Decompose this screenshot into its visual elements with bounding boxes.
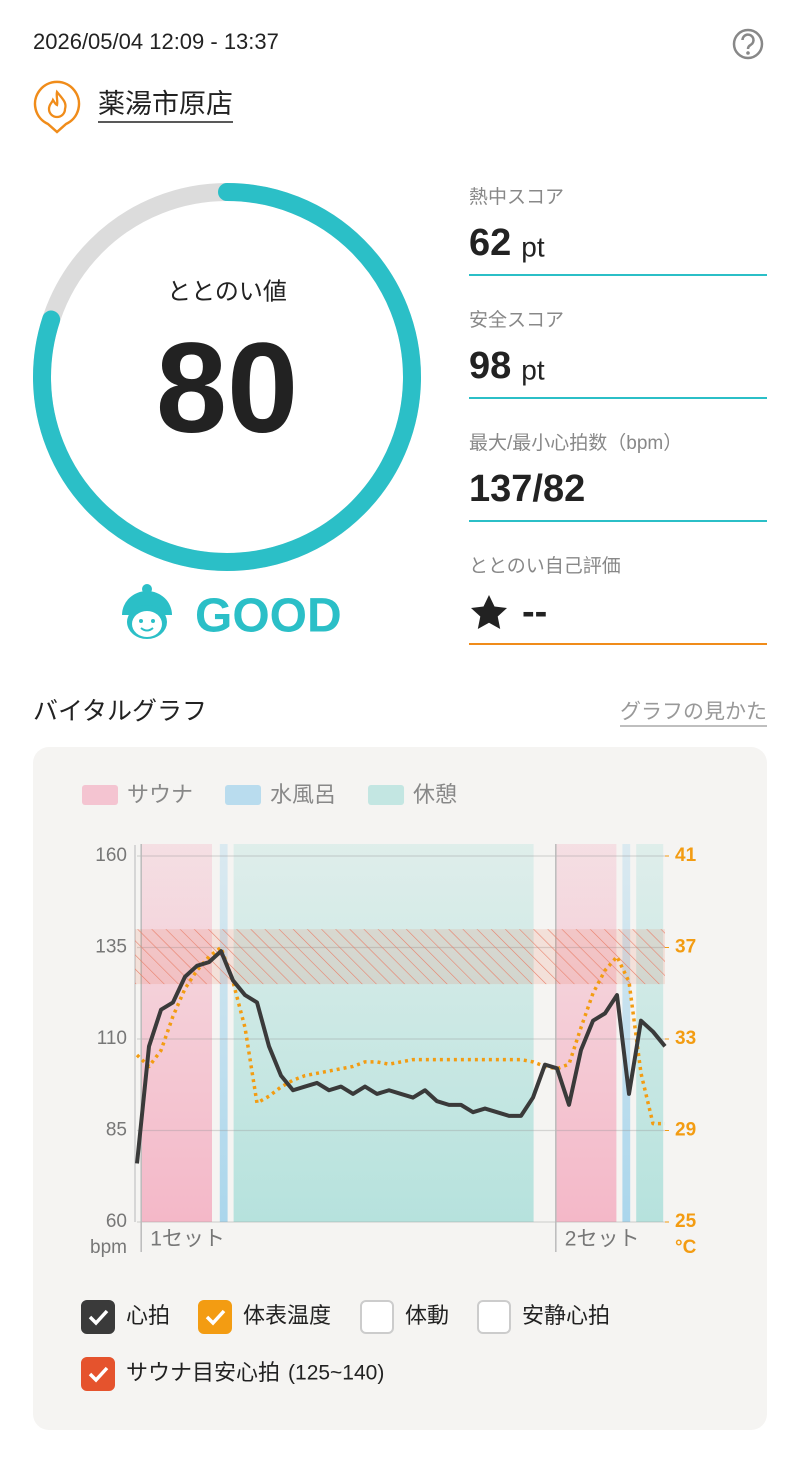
- y-axis-label: bpm: [90, 1237, 127, 1258]
- score-ring: [33, 183, 421, 571]
- y-tick-label: 135: [95, 937, 127, 958]
- y2-tick-label: 41: [675, 845, 697, 866]
- legend-label: 水風呂: [270, 782, 336, 807]
- toggle[interactable]: 心拍: [81, 1300, 170, 1334]
- datetime: 2026/05/04 12:09 - 13:37: [33, 29, 279, 54]
- toggle[interactable]: 体動: [360, 1300, 449, 1334]
- metric-label: 熱中スコア: [469, 186, 564, 208]
- legend-swatch: [82, 785, 118, 805]
- toggle-label[interactable]: 心拍: [126, 1303, 170, 1328]
- y2-tick-label: 25: [675, 1211, 697, 1232]
- legend-label: サウナ: [127, 782, 193, 807]
- series-line: [135, 949, 667, 1164]
- metric-unit: pt: [521, 231, 545, 262]
- star-icon: [471, 595, 507, 629]
- help-link[interactable]: グラフの見かた: [620, 701, 767, 724]
- metric-unit: pt: [521, 354, 545, 385]
- toggle-label[interactable]: サウナ目安心拍: [126, 1360, 280, 1385]
- y2-tick-label: 37: [675, 937, 696, 958]
- legend-label: 休憩: [413, 782, 457, 807]
- metric-value: --: [522, 591, 547, 633]
- checkbox[interactable]: [360, 1300, 394, 1334]
- set-label: 1セット: [150, 1228, 225, 1251]
- set-label: 2セット: [565, 1228, 640, 1251]
- toggle[interactable]: サウナ目安心拍: [81, 1357, 280, 1391]
- toggle-label[interactable]: 体動: [405, 1303, 449, 1328]
- store-name[interactable]: 薬湯市原店: [98, 89, 233, 119]
- checkmark: [205, 1309, 226, 1326]
- checkbox[interactable]: [81, 1300, 115, 1334]
- legend-swatch: [225, 785, 262, 805]
- section-title: バイタルグラフ: [33, 698, 207, 726]
- y2-axis-label: °C: [675, 1237, 697, 1258]
- checkbox[interactable]: [81, 1357, 115, 1391]
- score-label: ととのい値: [167, 278, 287, 305]
- toggle-range: (125~140): [288, 1362, 384, 1385]
- legend-swatch: [368, 785, 405, 805]
- y-tick-label: 85: [106, 1120, 127, 1141]
- toggle-label[interactable]: 安静心拍: [522, 1303, 610, 1328]
- checkbox[interactable]: [477, 1300, 511, 1334]
- status-icon: [122, 584, 172, 639]
- help-icon[interactable]: [732, 28, 764, 60]
- checkbox[interactable]: [198, 1300, 232, 1334]
- y2-tick-label: 33: [675, 1028, 696, 1049]
- y-tick-label: 110: [97, 1028, 127, 1049]
- metric-label: ととのい自己評価: [469, 555, 621, 577]
- metric-value: 62: [469, 222, 511, 264]
- y2-tick-label: 29: [675, 1120, 696, 1141]
- toggle[interactable]: 体表温度: [198, 1300, 331, 1334]
- phase-band: [233, 844, 534, 1222]
- y-tick-label: 160: [95, 845, 127, 866]
- metric-value: 98: [469, 345, 511, 387]
- metric-label: 最大/最小心拍数（bpm）: [469, 432, 682, 454]
- metric-label: 安全スコア: [469, 309, 564, 331]
- toggle-label[interactable]: 体表温度: [243, 1303, 331, 1328]
- checkmark: [88, 1309, 109, 1326]
- y-tick-label: 60: [106, 1211, 127, 1232]
- checkmark: [88, 1366, 109, 1383]
- toggle[interactable]: 安静心拍: [477, 1300, 610, 1334]
- store-icon: [33, 80, 81, 134]
- phase-band: [622, 844, 631, 1222]
- status: GOOD: [195, 590, 342, 643]
- score-value: 80: [156, 317, 298, 460]
- metric-value: 137/82: [469, 468, 585, 510]
- phase-band: [219, 844, 228, 1222]
